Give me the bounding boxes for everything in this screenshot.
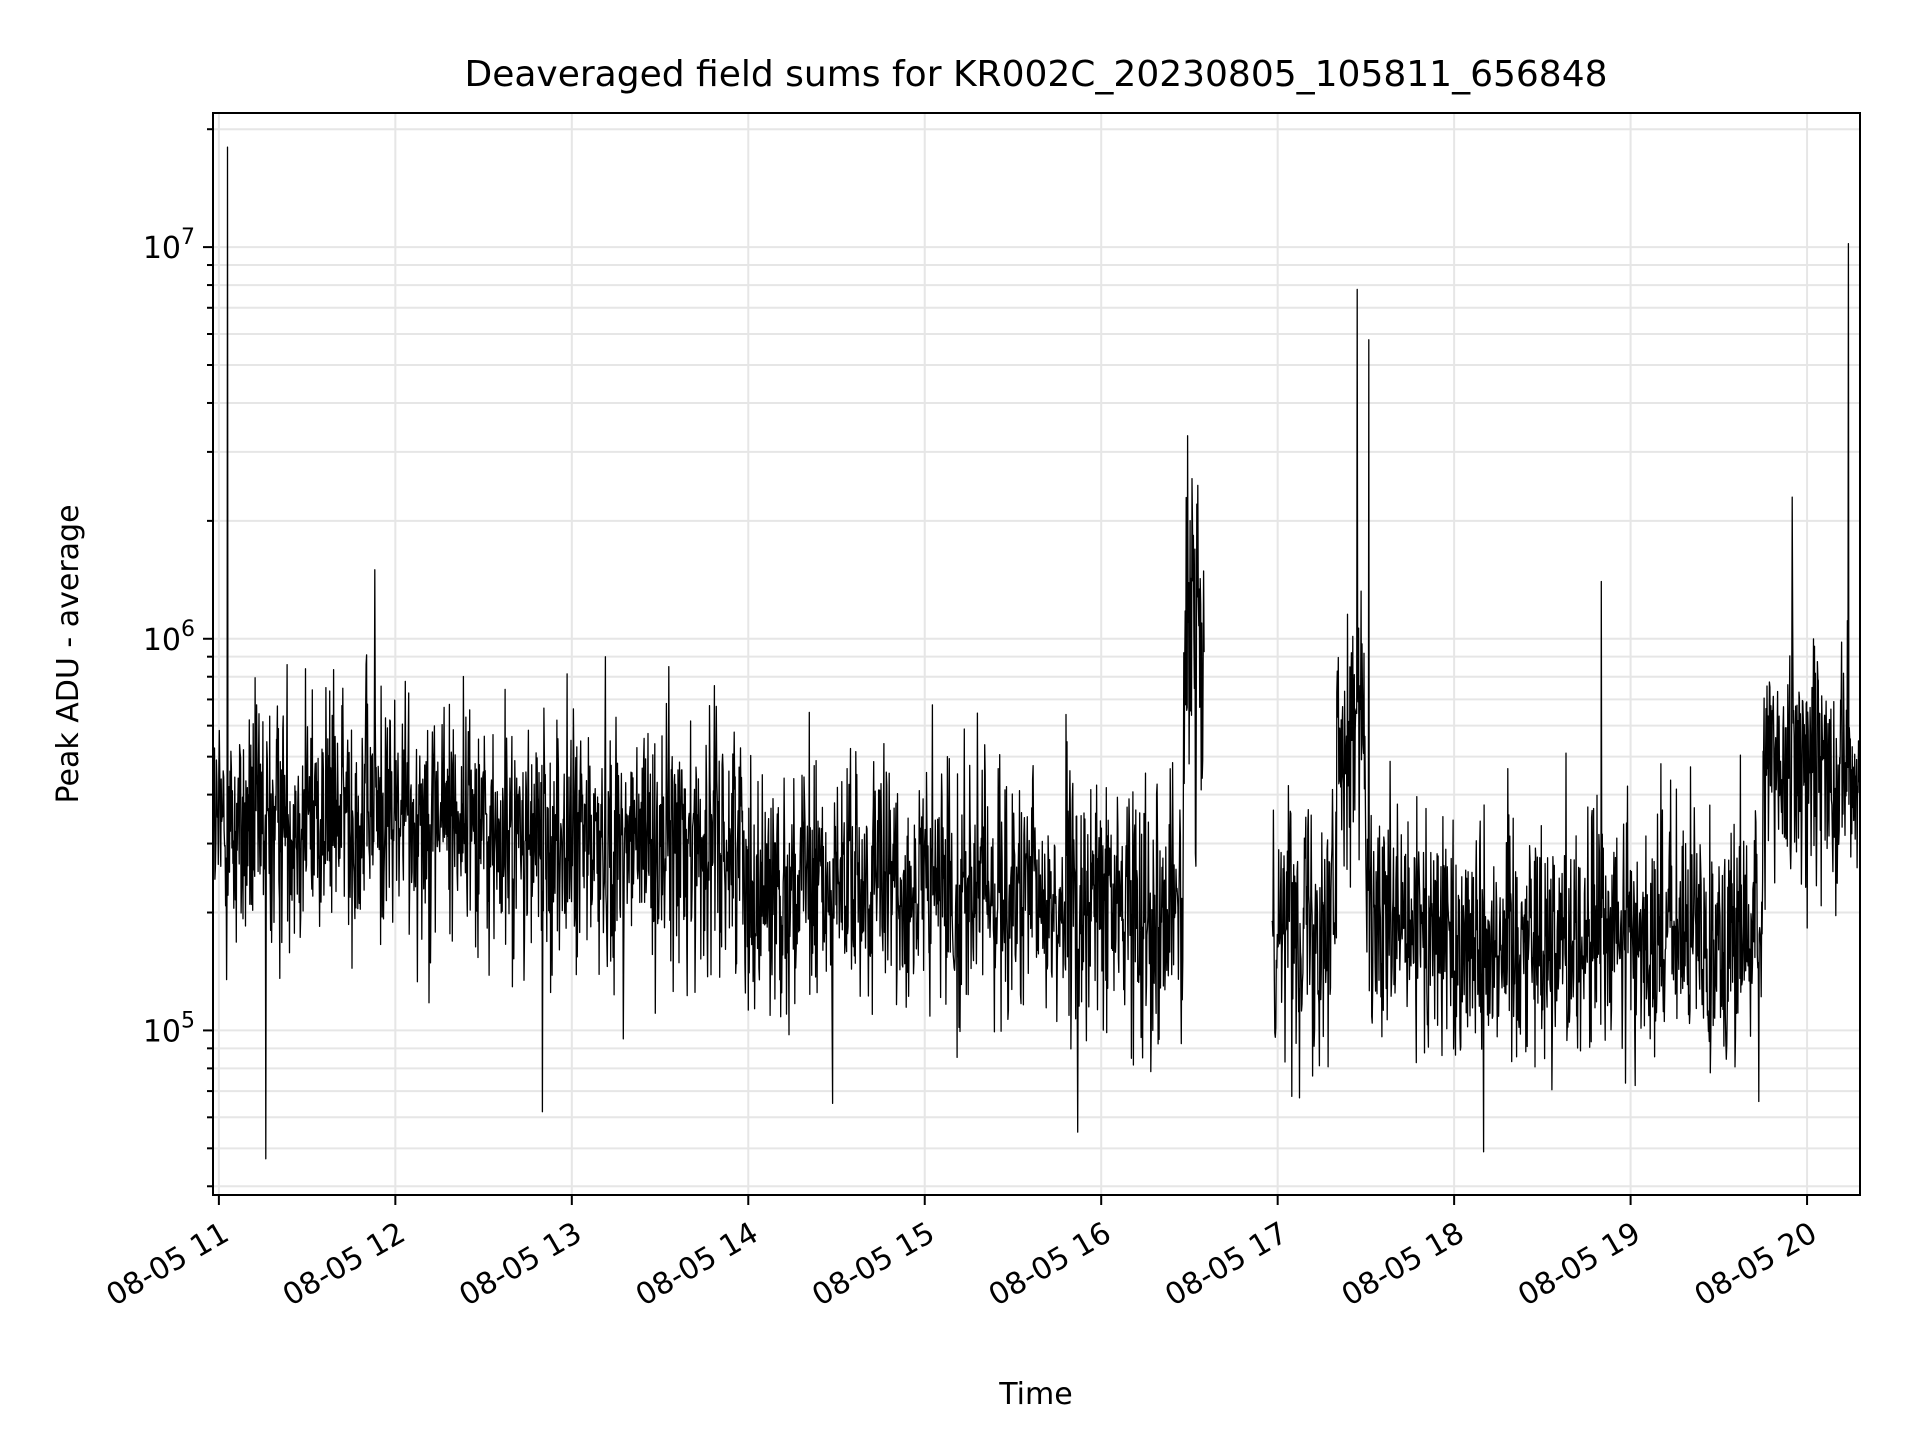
y-tick-label: 106 (143, 617, 195, 658)
y-tick-label: 107 (143, 225, 195, 266)
series-layer (212, 146, 1861, 1160)
chart-title: Deaveraged field sums for KR002C_2023080… (465, 54, 1608, 95)
x-axis-label: Time (998, 1377, 1072, 1412)
series-line-segment (212, 146, 1205, 1160)
plot-frame (212, 112, 1861, 1196)
series-line-segment (1271, 243, 1861, 1153)
y-axis-label: Peak ADU - average (51, 504, 86, 803)
y-axis: 105 106 107 (143, 128, 213, 1188)
y-tick-label: 105 (143, 1008, 195, 1049)
